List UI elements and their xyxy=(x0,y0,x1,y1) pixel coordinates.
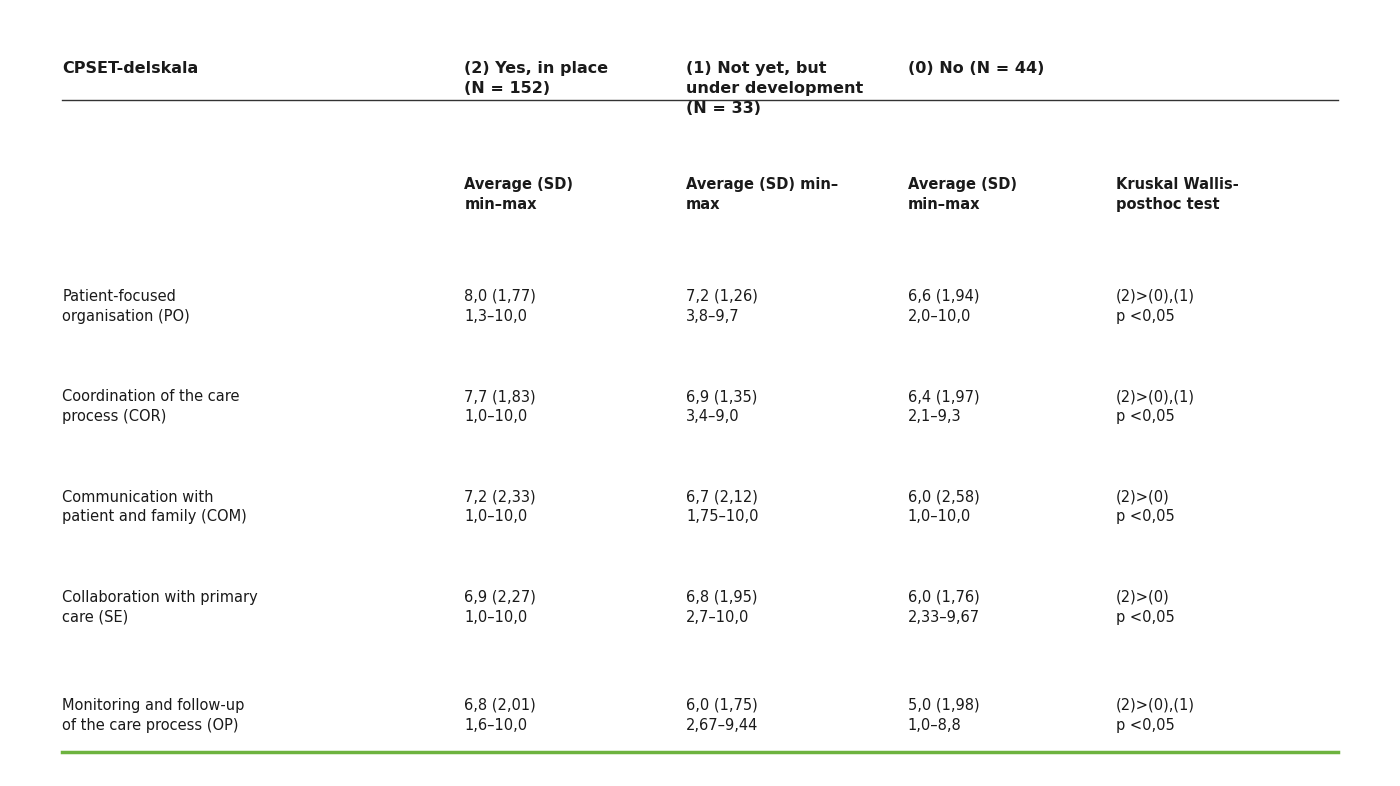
Text: Monitoring and follow-up
of the care process (OP): Monitoring and follow-up of the care pro… xyxy=(63,698,245,733)
Text: (1) Not yet, but
under development
(N = 33): (1) Not yet, but under development (N = … xyxy=(686,61,864,116)
Text: Kruskal Wallis-
posthoc test: Kruskal Wallis- posthoc test xyxy=(1116,177,1239,211)
Text: 6,9 (1,35)
3,4–9,0: 6,9 (1,35) 3,4–9,0 xyxy=(686,389,757,424)
Text: (2)>(0)
p <0,05: (2)>(0) p <0,05 xyxy=(1116,590,1175,625)
Text: 6,0 (1,76)
2,33–9,67: 6,0 (1,76) 2,33–9,67 xyxy=(909,590,980,625)
Text: 6,9 (2,27)
1,0–10,0: 6,9 (2,27) 1,0–10,0 xyxy=(465,590,536,625)
Text: (2)>(0),(1)
p <0,05: (2)>(0),(1) p <0,05 xyxy=(1116,389,1194,424)
Text: 6,6 (1,94)
2,0–10,0: 6,6 (1,94) 2,0–10,0 xyxy=(909,288,980,324)
Text: 6,8 (2,01)
1,6–10,0: 6,8 (2,01) 1,6–10,0 xyxy=(465,698,536,733)
Text: Collaboration with primary
care (SE): Collaboration with primary care (SE) xyxy=(63,590,258,625)
Text: Patient-focused
organisation (PO): Patient-focused organisation (PO) xyxy=(63,288,190,324)
Text: Coordination of the care
process (COR): Coordination of the care process (COR) xyxy=(63,389,239,424)
Text: 6,8 (1,95)
2,7–10,0: 6,8 (1,95) 2,7–10,0 xyxy=(686,590,757,625)
Text: 5,0 (1,98)
1,0–8,8: 5,0 (1,98) 1,0–8,8 xyxy=(909,698,980,733)
Text: (2)>(0)
p <0,05: (2)>(0) p <0,05 xyxy=(1116,490,1175,524)
Text: (2)>(0),(1)
p <0,05: (2)>(0),(1) p <0,05 xyxy=(1116,288,1194,324)
Text: 7,7 (1,83)
1,0–10,0: 7,7 (1,83) 1,0–10,0 xyxy=(465,389,536,424)
Text: Average (SD)
min–max: Average (SD) min–max xyxy=(465,177,574,211)
Text: (0) No (N = 44): (0) No (N = 44) xyxy=(909,61,1044,76)
Text: 6,7 (2,12)
1,75–10,0: 6,7 (2,12) 1,75–10,0 xyxy=(686,490,759,524)
Text: Average (SD)
min–max: Average (SD) min–max xyxy=(909,177,1016,211)
Text: Communication with
patient and family (COM): Communication with patient and family (C… xyxy=(63,490,248,524)
Text: 6,0 (2,58)
1,0–10,0: 6,0 (2,58) 1,0–10,0 xyxy=(909,490,980,524)
Text: 6,4 (1,97)
2,1–9,3: 6,4 (1,97) 2,1–9,3 xyxy=(909,389,980,424)
Text: Average (SD) min–
max: Average (SD) min– max xyxy=(686,177,839,211)
Text: 6,0 (1,75)
2,67–9,44: 6,0 (1,75) 2,67–9,44 xyxy=(686,698,759,733)
Text: 8,0 (1,77)
1,3–10,0: 8,0 (1,77) 1,3–10,0 xyxy=(465,288,536,324)
Text: 7,2 (1,26)
3,8–9,7: 7,2 (1,26) 3,8–9,7 xyxy=(686,288,757,324)
Text: 7,2 (2,33)
1,0–10,0: 7,2 (2,33) 1,0–10,0 xyxy=(465,490,536,524)
Text: CPSET-delskala: CPSET-delskala xyxy=(63,61,199,76)
Text: (2) Yes, in place
(N = 152): (2) Yes, in place (N = 152) xyxy=(465,61,609,96)
Text: (2)>(0),(1)
p <0,05: (2)>(0),(1) p <0,05 xyxy=(1116,698,1194,733)
